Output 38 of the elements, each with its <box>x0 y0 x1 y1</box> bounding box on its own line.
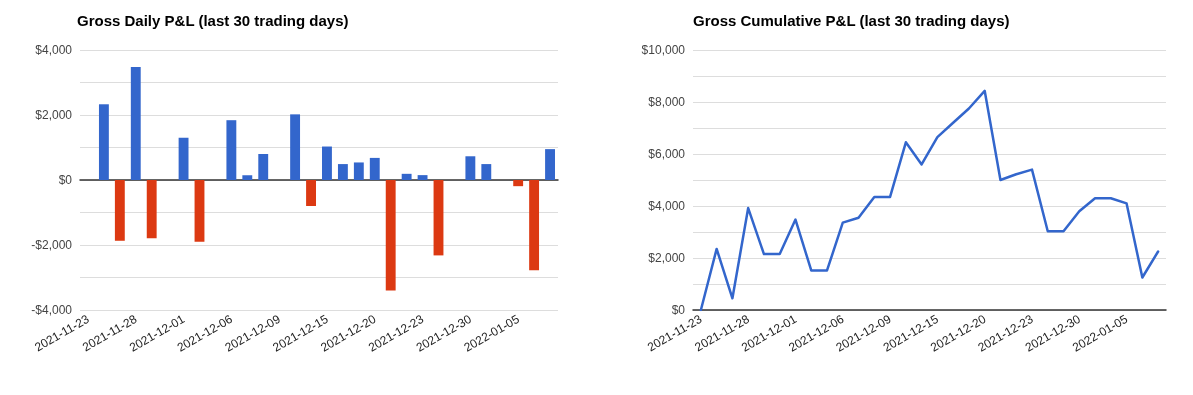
y-tick-label: -$4,000 <box>31 303 73 317</box>
bar <box>178 137 189 180</box>
bar <box>369 157 380 180</box>
y-tick-label: $10,000 <box>641 43 686 57</box>
bar <box>417 175 428 180</box>
bar <box>401 173 412 180</box>
chart-title: Gross Daily P&L (last 30 trading days) <box>77 12 349 29</box>
y-tick-label: $0 <box>58 173 73 187</box>
bar <box>353 162 364 180</box>
y-tick-label: $2,000 <box>35 108 73 122</box>
chart-title: Gross Cumulative P&L (last 30 trading days) <box>693 12 1010 29</box>
y-tick-label: -$2,000 <box>31 238 73 252</box>
bar <box>385 180 396 291</box>
bar <box>545 149 555 180</box>
bar <box>98 104 109 180</box>
bar <box>226 120 237 180</box>
bar <box>130 66 141 180</box>
bar <box>433 180 444 256</box>
y-tick-label: $4,000 <box>648 199 686 213</box>
bar <box>306 180 316 206</box>
bar <box>194 180 205 242</box>
bar <box>146 180 157 239</box>
bar <box>258 154 269 180</box>
bar <box>114 180 125 241</box>
bar <box>290 114 301 180</box>
bar <box>481 164 492 180</box>
bar <box>242 175 253 180</box>
bar <box>529 180 540 271</box>
y-tick-label: $2,000 <box>648 251 686 265</box>
y-tick-label: $0 <box>671 303 686 317</box>
bar <box>322 146 332 180</box>
bar <box>465 156 476 180</box>
bar <box>337 164 348 180</box>
bar <box>513 180 524 187</box>
line-series <box>699 89 1160 312</box>
y-tick-label: $6,000 <box>648 147 686 161</box>
y-tick-label: $8,000 <box>648 95 686 109</box>
y-tick-label: $4,000 <box>35 43 73 57</box>
